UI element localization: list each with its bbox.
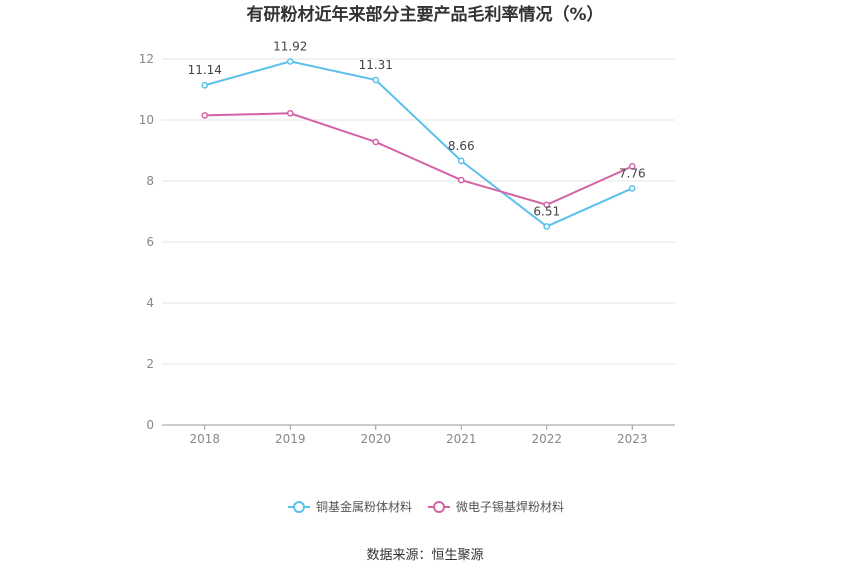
x-tick-label: 2021 (446, 432, 477, 446)
data-point (457, 176, 465, 184)
y-tick-label: 12 (139, 52, 154, 66)
y-tick-label: 8 (146, 174, 154, 188)
series-line-2 (204, 112, 633, 206)
x-tick-label: 2022 (531, 432, 562, 446)
y-tick-label: 0 (146, 418, 154, 432)
data-point (628, 163, 636, 170)
y-axis: 0 2 4 6 8 10 12 (139, 52, 154, 432)
chart-title: 有研粉材近年来部分主要产品毛利率情况（%） (246, 4, 603, 25)
x-tick-label: 2023 (617, 432, 648, 446)
y-tick-label: 6 (146, 235, 154, 249)
data-point (372, 138, 380, 146)
data-label: 11.14 (188, 63, 222, 77)
data-label: 8.66 (448, 139, 475, 153)
data-point (543, 201, 551, 209)
legend: 铜基金属粉体材料 微电子锡基焊粉材料 (288, 499, 564, 514)
data-point (628, 184, 636, 192)
data-labels: 11.14 11.92 11.31 8.66 6.51 7.76 (188, 39, 646, 218)
grid-lines (162, 58, 675, 365)
series-group (201, 58, 636, 230)
source-note: 数据来源：恒生聚源 (366, 548, 483, 563)
x-axis: 2018 2019 2020 2021 2022 2023 (162, 424, 675, 446)
data-point (286, 109, 294, 117)
data-label: 11.92 (273, 39, 307, 53)
data-point (372, 76, 380, 84)
x-tick-label: 2018 (189, 432, 220, 446)
legend-marker (433, 501, 445, 513)
data-point (201, 112, 209, 119)
legend-label[interactable]: 微电子锡基焊粉材料 (456, 499, 564, 514)
data-label: 7.76 (619, 166, 646, 180)
y-tick-label: 2 (146, 357, 154, 371)
series-line-1 (204, 60, 633, 228)
data-label: 6.51 (533, 204, 560, 218)
data-point (457, 157, 465, 165)
legend-marker (293, 501, 305, 513)
legend-label[interactable]: 铜基金属粉体材料 (316, 499, 412, 514)
y-tick-label: 10 (139, 113, 154, 127)
y-tick-label: 4 (146, 296, 154, 310)
data-point (201, 81, 209, 89)
data-label: 11.31 (359, 58, 393, 72)
x-tick-label: 2019 (275, 432, 306, 446)
x-tick-label: 2020 (360, 432, 391, 446)
data-point (543, 223, 551, 230)
data-point (286, 58, 294, 65)
